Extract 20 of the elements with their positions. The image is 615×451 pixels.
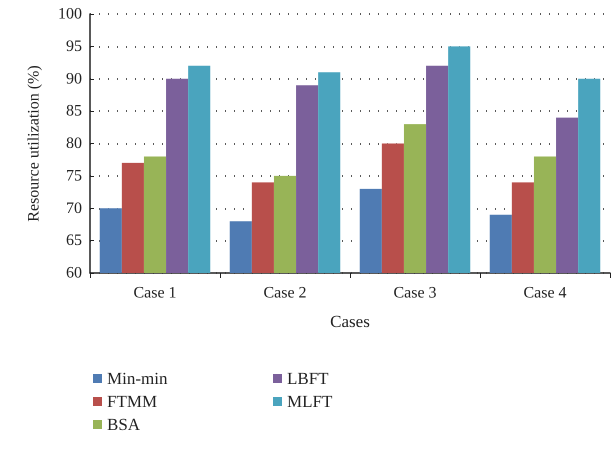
x-tick-label: Case 3 — [393, 284, 437, 302]
y-tick-label: 65 — [66, 232, 82, 250]
y-tick-label: 80 — [66, 135, 82, 152]
y-tick-label: 70 — [66, 200, 82, 217]
y-tick-label: 95 — [66, 38, 82, 55]
y-tick-label: 100 — [58, 6, 82, 22]
x-tick-label: Case 4 — [523, 284, 567, 302]
legend-label: Min-min — [107, 369, 168, 388]
y-tick-label: 90 — [66, 70, 82, 88]
x-tick-label: Case 1 — [133, 284, 177, 302]
legend-label: BSA — [107, 415, 141, 434]
x-tick-label: Case 2 — [263, 284, 307, 302]
y-tick-label: 75 — [66, 167, 82, 184]
y-axis-title: Resource utilization (%) — [26, 65, 42, 222]
y-tick-label: 85 — [66, 102, 82, 120]
legend-label: LBFT — [287, 369, 330, 388]
x-axis-title: Cases — [330, 312, 370, 331]
legend-label: FTMM — [107, 392, 158, 411]
legend-label: MLFT — [287, 392, 333, 411]
y-tick-label: 60 — [66, 264, 82, 282]
